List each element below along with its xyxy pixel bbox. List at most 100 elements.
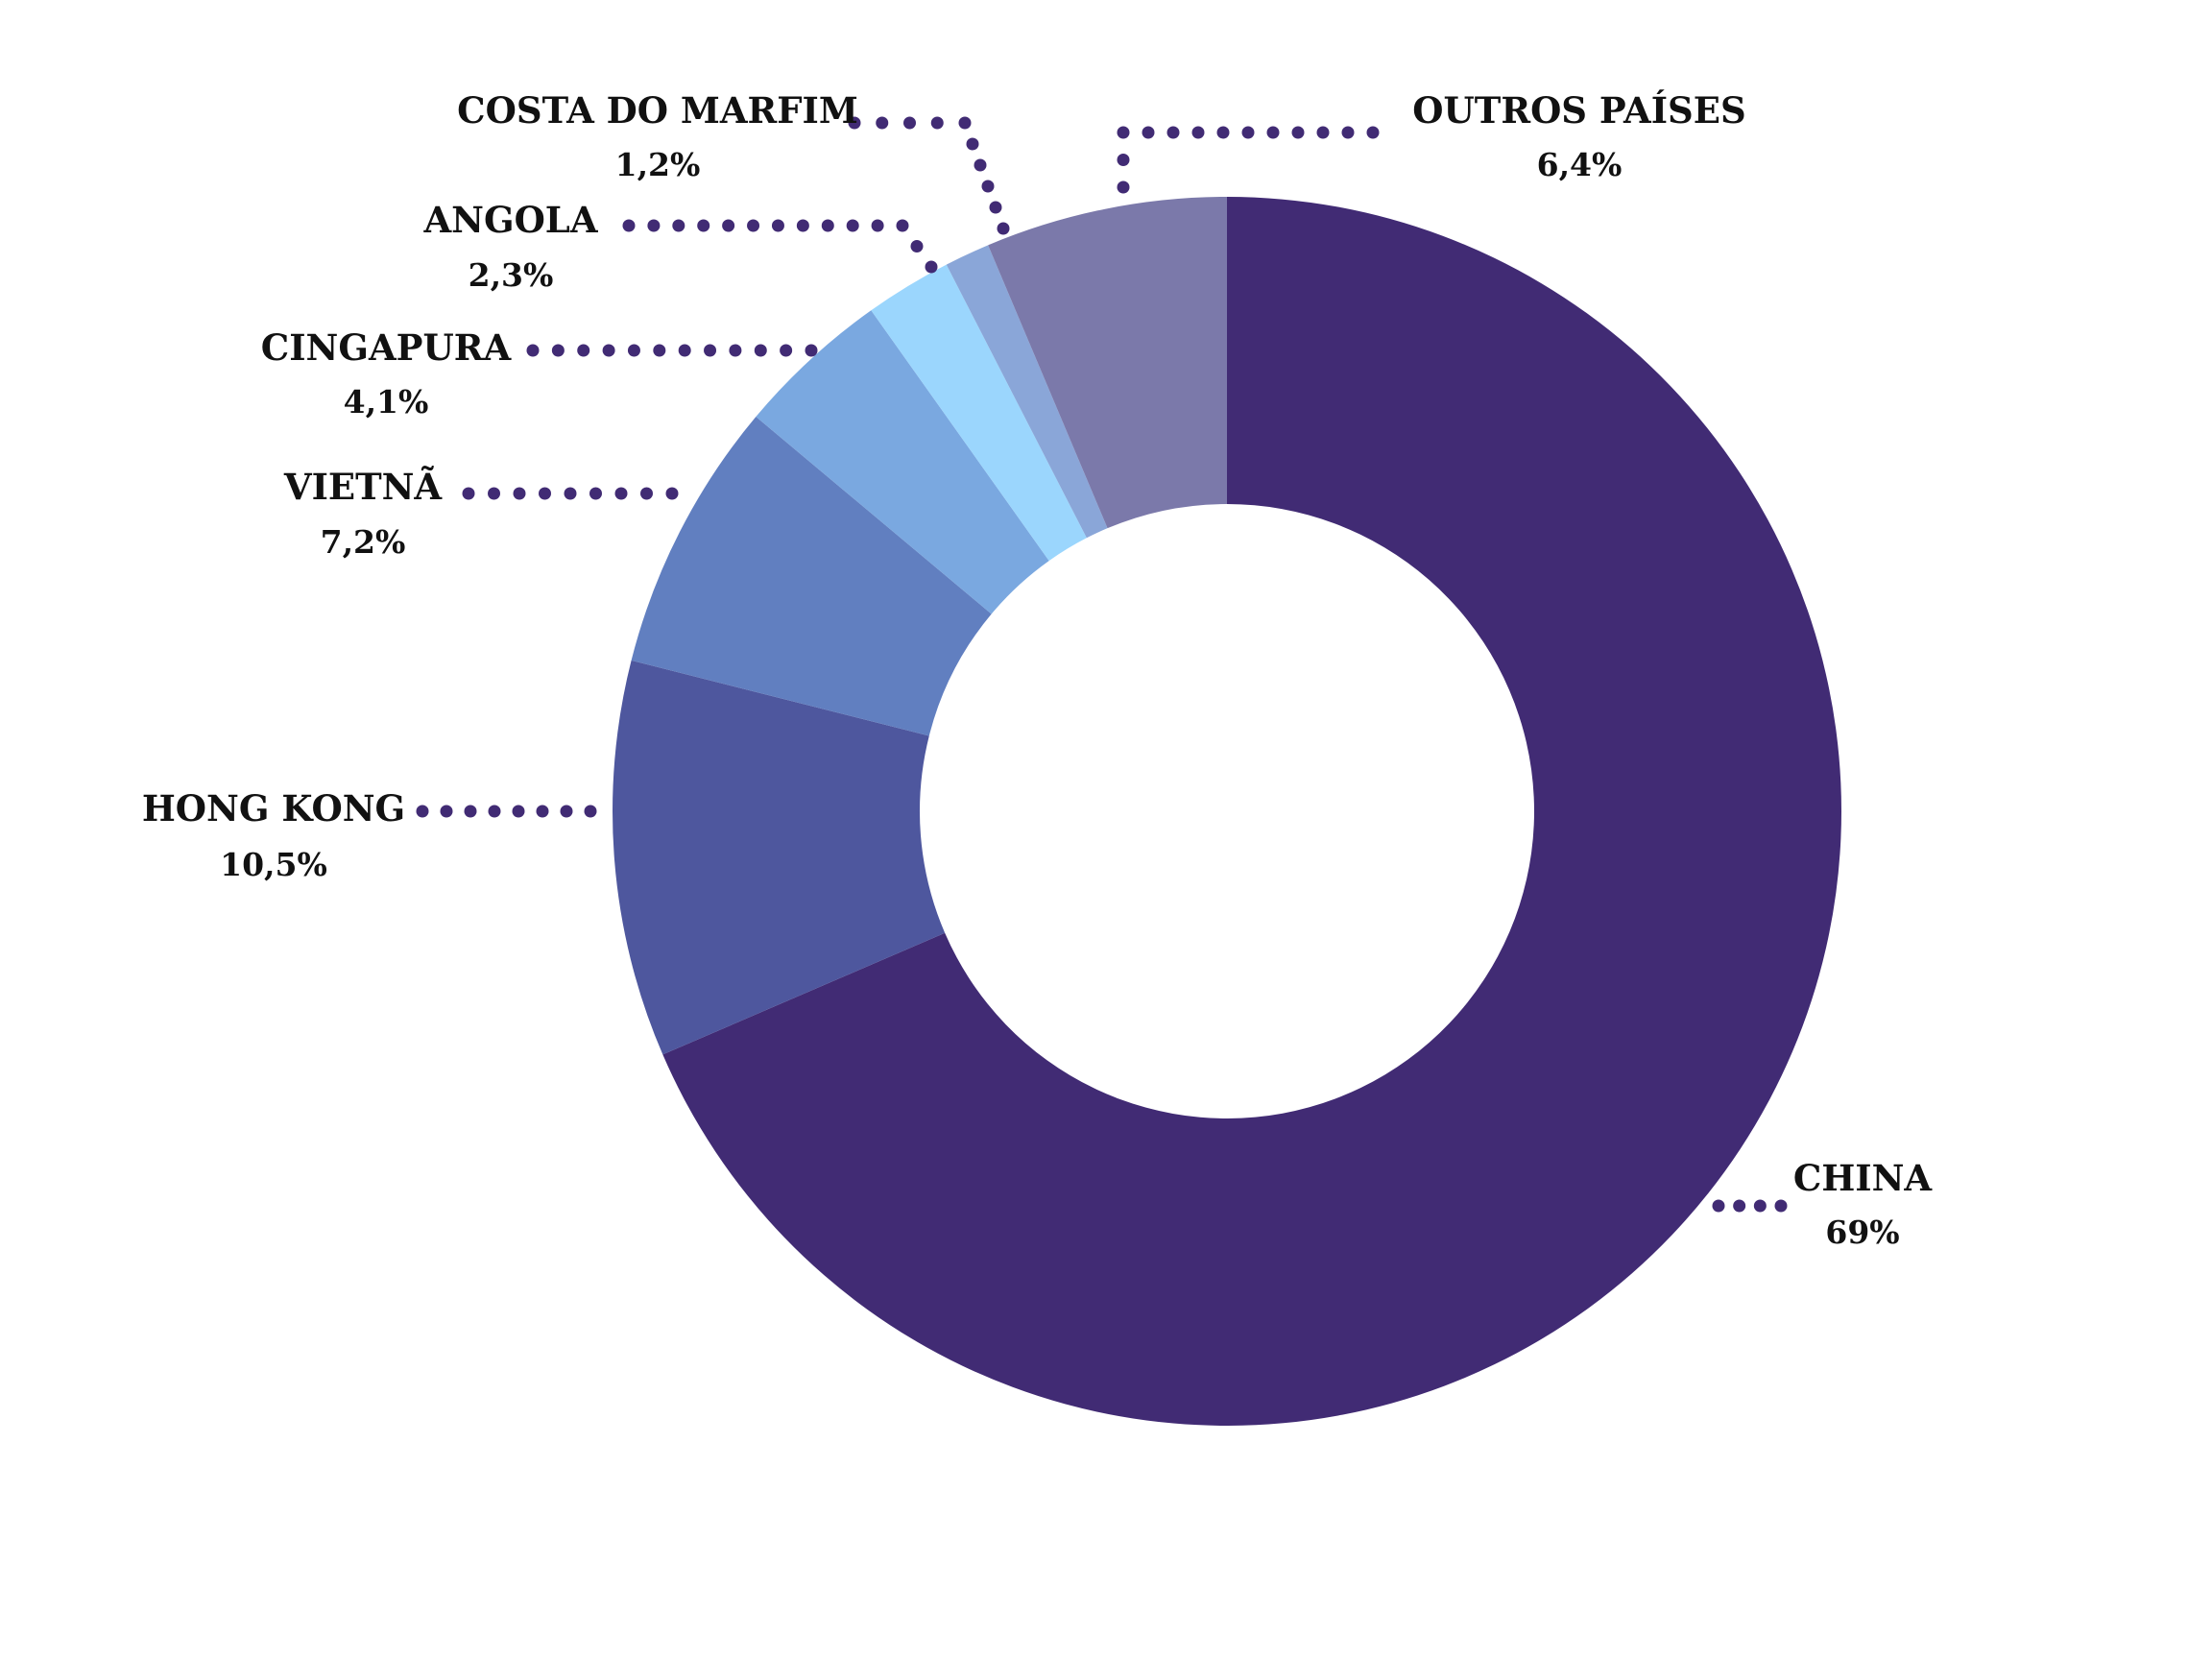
leader-dot — [512, 805, 525, 818]
leader-dot — [1366, 126, 1380, 139]
leader-dot — [925, 260, 938, 274]
leader-dot — [722, 219, 735, 232]
leader-dot — [513, 487, 526, 500]
label-name-hong-kong: HONG KONG — [142, 787, 405, 830]
leader-dot — [678, 344, 691, 357]
leader-dot — [539, 487, 551, 500]
leader-dot — [1117, 180, 1130, 194]
leader-dot — [697, 219, 710, 232]
slice-costa-do-marfim — [946, 245, 1108, 539]
leader-dot — [989, 201, 1002, 214]
leader-dot — [564, 487, 577, 500]
leader-dot — [416, 805, 429, 818]
leader-line-cingapura — [526, 344, 818, 357]
leader-dot — [997, 222, 1010, 235]
leader-dot — [958, 116, 972, 130]
leader-dot — [602, 344, 615, 357]
leader-dot — [1341, 126, 1355, 139]
leader-dot — [584, 805, 597, 818]
leader-dot — [1117, 154, 1130, 166]
leader-dot — [1753, 1199, 1767, 1213]
leader-line-costa-do-marfim — [848, 116, 1010, 235]
label-value-china: 69% — [1825, 1214, 1899, 1251]
leader-dot — [896, 219, 909, 232]
leader-dot — [1166, 126, 1180, 139]
leader-dot — [440, 805, 453, 818]
leader-dot — [704, 344, 717, 357]
label-value-hong-kong: 10,5% — [220, 846, 327, 883]
leader-dot — [876, 116, 889, 130]
leader-dot — [1266, 126, 1280, 139]
slice-cingapura — [756, 310, 1049, 614]
leader-line-vietna — [462, 487, 679, 500]
label-name-cingapura: CINGAPURA — [261, 326, 513, 369]
leader-dot — [780, 344, 793, 357]
slice-china — [662, 197, 1841, 1426]
slices-layer — [612, 197, 1841, 1426]
leader-dot — [771, 219, 784, 232]
leader-dot — [796, 219, 809, 232]
leader-dot — [622, 219, 636, 232]
leader-dot — [747, 219, 760, 232]
leader-dot — [536, 805, 549, 818]
leader-dot — [966, 137, 979, 151]
leader-dot — [665, 487, 679, 500]
leader-dot — [1241, 126, 1255, 139]
leader-dot — [640, 487, 653, 500]
leader-dot — [981, 180, 995, 193]
leader-dot — [930, 116, 944, 130]
leader-dot — [846, 219, 859, 232]
leader-dot — [1117, 126, 1130, 139]
slice-outros-paises — [988, 197, 1227, 529]
leader-dot — [805, 344, 818, 357]
leader-dot — [903, 116, 916, 130]
leader-dot — [488, 805, 501, 818]
leader-dot — [614, 487, 628, 500]
label-name-china: CHINA — [1793, 1157, 1934, 1199]
leader-dot — [526, 344, 540, 357]
leader-dot — [1191, 126, 1205, 139]
leader-line-outros-paises — [1117, 126, 1380, 194]
label-name-outros-paises: OUTROS PAÍSES — [1412, 89, 1745, 132]
leader-dot — [729, 344, 742, 357]
leader-dot — [672, 219, 685, 232]
labels-layer: CHINA 69% HONG KONG 10,5% VIETNÃ 7,2% CINGAPUR… — [142, 89, 1934, 1251]
leader-dot — [754, 344, 767, 357]
leader-dot — [974, 158, 987, 172]
leader-dot — [1774, 1199, 1788, 1213]
leader-dot — [627, 344, 640, 357]
leader-dot — [464, 805, 477, 818]
label-name-angola: ANGOLA — [422, 199, 598, 241]
leader-dot — [1733, 1199, 1746, 1213]
leader-dot — [551, 344, 565, 357]
label-name-costa-do-marfim: COSTA DO MARFIM — [457, 89, 858, 132]
leader-dot — [577, 344, 590, 357]
leader-dot — [647, 219, 661, 232]
leader-dot — [1216, 126, 1230, 139]
label-value-costa-do-marfim: 1,2% — [615, 146, 701, 183]
leader-dot — [1712, 1199, 1725, 1213]
leader-dot — [910, 240, 924, 252]
leader-dot — [462, 487, 475, 500]
leader-line-hong-kong — [416, 805, 597, 818]
leader-dot — [1142, 126, 1155, 139]
leader-dot — [1291, 126, 1305, 139]
leader-line-angola — [622, 219, 938, 274]
label-value-vietna: 7,2% — [321, 523, 406, 561]
leader-dot — [871, 219, 884, 232]
leader-dot — [1316, 126, 1330, 139]
slice-angola — [871, 264, 1087, 562]
leader-line-china — [1712, 1199, 1788, 1213]
leader-dot — [589, 487, 602, 500]
leader-dot — [848, 116, 861, 130]
label-name-vietna: VIETNÃ — [283, 466, 444, 508]
label-value-outros-paises: 6,4% — [1537, 146, 1623, 183]
label-value-cingapura: 4,1% — [344, 383, 429, 421]
leader-dot — [560, 805, 573, 818]
slice-hong-kong — [612, 660, 946, 1055]
leader-lines-layer — [416, 116, 1788, 1213]
slice-vietna — [631, 417, 992, 736]
leader-dot — [488, 487, 500, 500]
